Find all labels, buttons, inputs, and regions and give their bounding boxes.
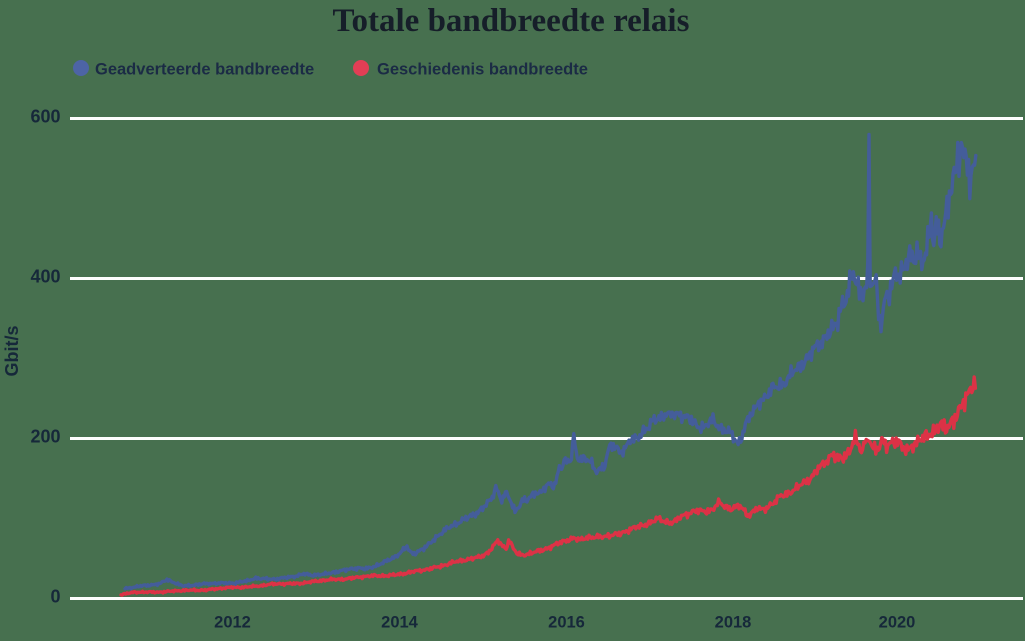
svg-text:2018: 2018: [715, 614, 752, 632]
svg-text:200: 200: [30, 427, 60, 447]
svg-text:Gbit/s: Gbit/s: [2, 325, 22, 376]
svg-text:2012: 2012: [214, 614, 251, 632]
svg-text:400: 400: [30, 267, 60, 287]
svg-text:600: 600: [30, 107, 60, 127]
svg-text:0: 0: [50, 587, 60, 607]
svg-text:2014: 2014: [381, 614, 419, 632]
svg-text:Geschiedenis bandbreedte: Geschiedenis bandbreedte: [377, 61, 588, 79]
svg-text:Geadverteerde bandbreedte: Geadverteerde bandbreedte: [95, 61, 314, 79]
svg-text:2020: 2020: [879, 614, 916, 632]
svg-text:2016: 2016: [548, 614, 585, 632]
